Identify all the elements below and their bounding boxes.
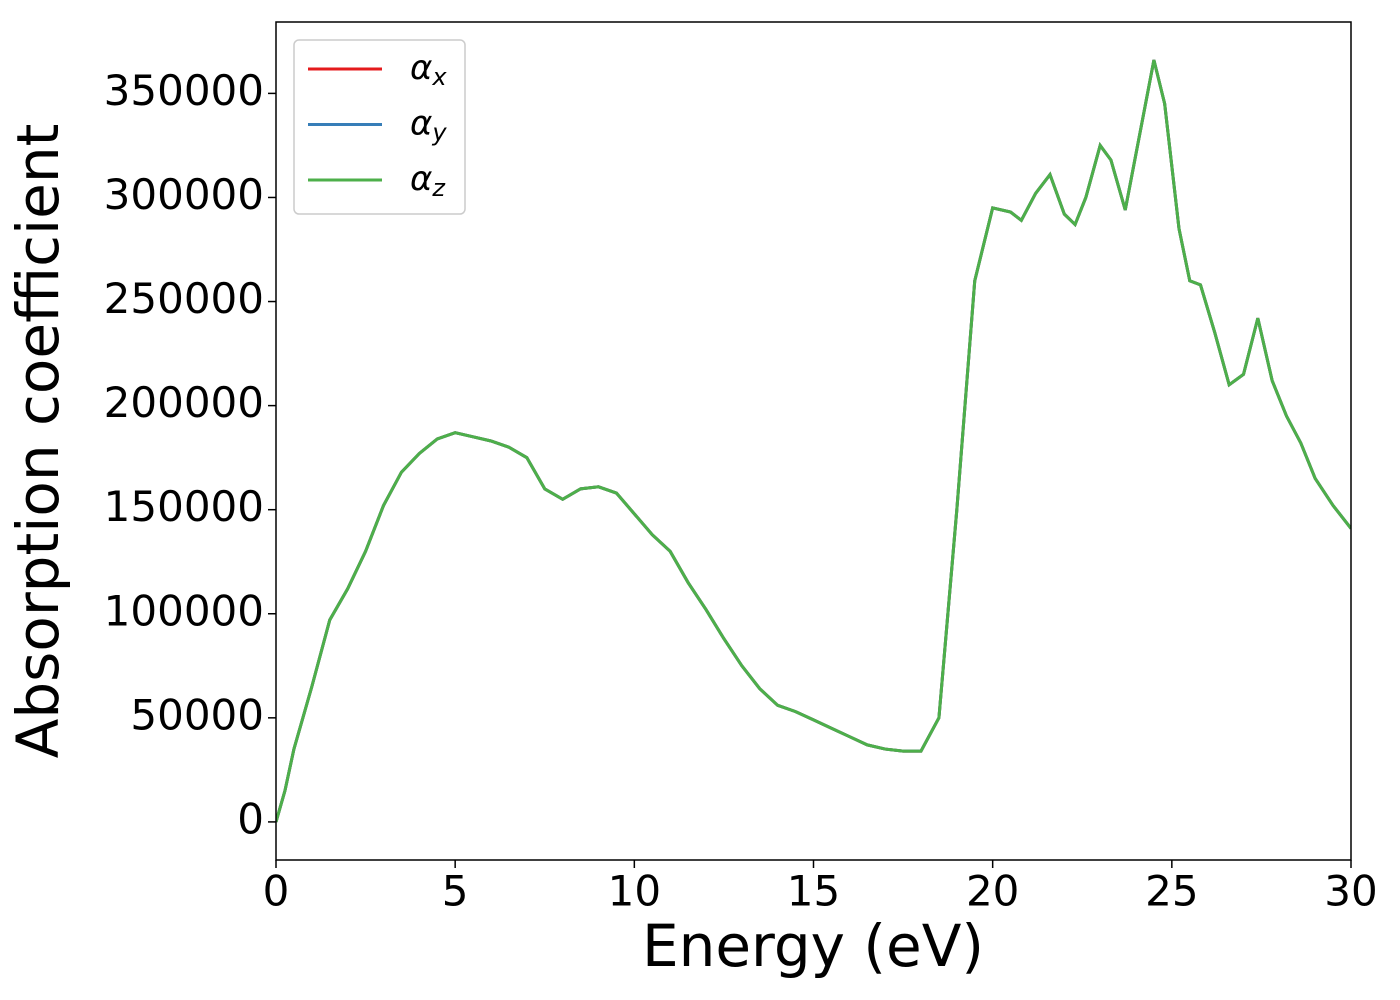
y-tick-label: 350000 — [104, 66, 264, 115]
y-tick-label: 300000 — [104, 170, 264, 219]
x-axis-label: Energy (eV) — [642, 912, 984, 980]
series-line — [276, 59, 1351, 823]
y-tick-label: 50000 — [130, 690, 264, 739]
legend-box — [293, 39, 466, 215]
legend-label: αx — [410, 48, 447, 92]
plot-frame — [275, 21, 1352, 861]
x-tick-label: 10 — [608, 867, 661, 916]
legend-label: αz — [410, 159, 446, 203]
y-tick-label: 0 — [237, 794, 264, 843]
y-tick-label: 100000 — [104, 586, 264, 635]
y-tick-label: 200000 — [104, 378, 264, 427]
x-tick-label: 5 — [442, 867, 469, 916]
x-tick-label: 15 — [787, 867, 840, 916]
x-tick-label: 30 — [1324, 867, 1377, 916]
x-tick-label: 0 — [263, 867, 290, 916]
y-tick-label: 250000 — [104, 274, 264, 323]
x-tick-label: 25 — [1145, 867, 1198, 916]
x-tick-label: 20 — [966, 867, 1019, 916]
y-tick-label: 150000 — [104, 482, 264, 531]
y-axis-label: Absorption coefficient — [4, 124, 72, 759]
legend-label: αy — [410, 103, 447, 147]
